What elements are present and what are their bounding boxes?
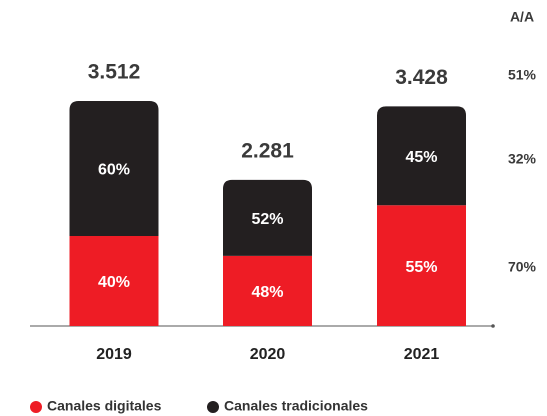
bar-segment (223, 179, 312, 256)
baseline-dot (491, 324, 495, 328)
bar-segment (377, 205, 466, 326)
bar-segment (69, 101, 159, 236)
segment-label: 48% (251, 284, 283, 301)
legend-swatch (30, 401, 42, 413)
segment-label: 40% (98, 274, 130, 291)
x-tick-label: 2019 (96, 346, 132, 363)
legend-label: Canales digitales (47, 398, 162, 414)
segment-label: 45% (405, 149, 437, 166)
segment-label: 52% (251, 211, 283, 228)
bar-segment (377, 106, 466, 206)
bar-segment (69, 236, 159, 326)
legend-label: Canales tradicionales (224, 398, 368, 414)
x-tick-label: 2021 (404, 346, 440, 363)
segment-label: 60% (98, 162, 130, 179)
x-tick-label: 2020 (250, 346, 286, 363)
yoy-label: 32% (508, 151, 537, 167)
total-label: 3.512 (88, 61, 141, 84)
yoy-label: 51% (508, 67, 537, 83)
yoy-title: A/A (510, 9, 534, 25)
legend-swatch (207, 401, 219, 413)
segment-label: 55% (405, 259, 437, 276)
total-label: 3.428 (395, 66, 448, 89)
bar-segment (223, 255, 312, 326)
total-label: 2.281 (241, 139, 294, 162)
yoy-label: 70% (508, 259, 537, 275)
